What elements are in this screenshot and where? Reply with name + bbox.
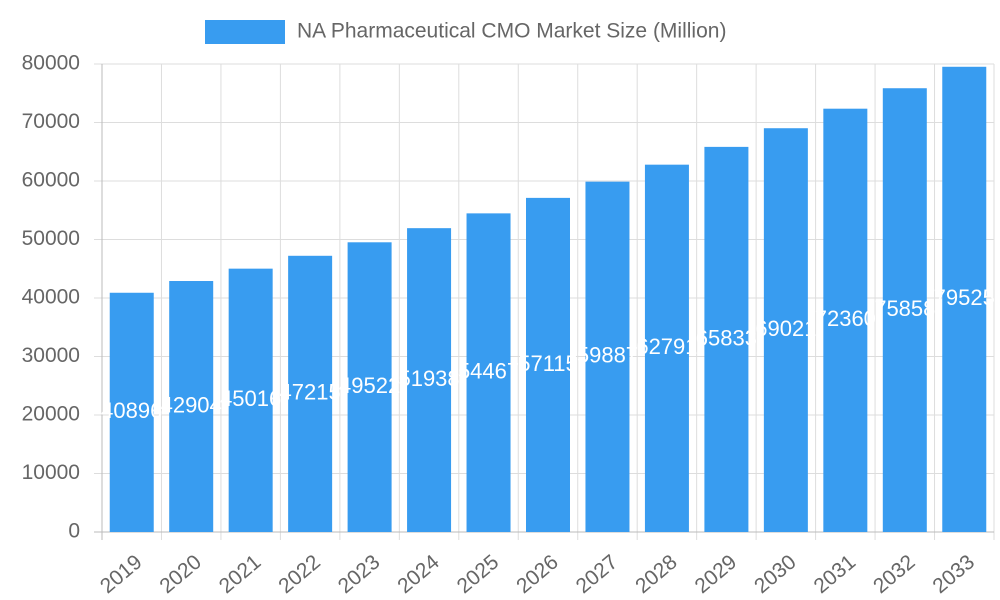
x-tick-label: 2019 — [96, 550, 147, 598]
bar — [882, 88, 927, 532]
value-label: 65833 — [696, 325, 757, 350]
value-label: 72360 — [815, 306, 876, 331]
x-tick-label: 2030 — [750, 550, 801, 598]
bar — [942, 66, 987, 532]
value-label: 57115 — [518, 351, 578, 376]
x-tick-label: 2032 — [869, 550, 920, 598]
legend-label[interactable]: NA Pharmaceutical CMO Market Size (Milli… — [297, 20, 726, 43]
value-label: 79525 — [934, 285, 995, 310]
x-tick-label: 2025 — [453, 550, 504, 598]
value-label: 75858 — [874, 296, 935, 321]
bar — [407, 228, 452, 532]
value-label: 51938 — [398, 366, 459, 391]
x-tick-label: 2031 — [810, 550, 861, 598]
bar — [763, 128, 808, 532]
x-tick-label: 2022 — [274, 550, 325, 598]
x-tick-label: 2026 — [512, 550, 563, 598]
x-tick-label: 2028 — [631, 550, 682, 598]
value-label: 45016 — [220, 386, 281, 411]
y-tick-label: 50000 — [22, 227, 80, 250]
bar — [585, 181, 630, 532]
bar — [704, 146, 749, 532]
bar — [466, 213, 511, 533]
bar — [526, 197, 570, 532]
x-tick-label: 2020 — [155, 550, 206, 598]
x-tick-label: 2021 — [215, 550, 266, 598]
x-tick-label: 2029 — [691, 550, 742, 598]
value-label: 47215 — [280, 380, 341, 405]
x-tick-label: 2027 — [572, 550, 623, 598]
value-label: 54467 — [458, 358, 519, 383]
value-label: 40896 — [101, 398, 162, 423]
value-label: 69021 — [755, 316, 816, 341]
y-tick-label: 40000 — [22, 286, 80, 309]
y-tick-label: 70000 — [22, 110, 80, 133]
y-tick-label: 80000 — [22, 52, 80, 75]
bar — [288, 255, 333, 533]
value-label: 42904 — [161, 392, 222, 417]
y-tick-label: 0 — [68, 520, 80, 543]
x-tick-label: 2024 — [393, 550, 444, 598]
y-tick-label: 10000 — [22, 461, 80, 484]
y-tick-label: 60000 — [22, 169, 80, 192]
value-label: 62791 — [636, 334, 697, 359]
bar — [109, 292, 154, 532]
bar — [347, 242, 392, 532]
bar — [644, 164, 689, 532]
y-tick-label: 20000 — [22, 403, 80, 426]
bar — [228, 268, 273, 532]
bar — [169, 281, 214, 532]
bar — [823, 108, 868, 532]
legend-swatch[interactable] — [205, 20, 285, 44]
value-label: 49522 — [339, 373, 400, 398]
y-tick-label: 30000 — [22, 344, 80, 367]
value-label: 59887 — [577, 343, 638, 368]
x-tick-label: 2033 — [928, 550, 979, 598]
x-tick-label: 2023 — [334, 550, 385, 598]
